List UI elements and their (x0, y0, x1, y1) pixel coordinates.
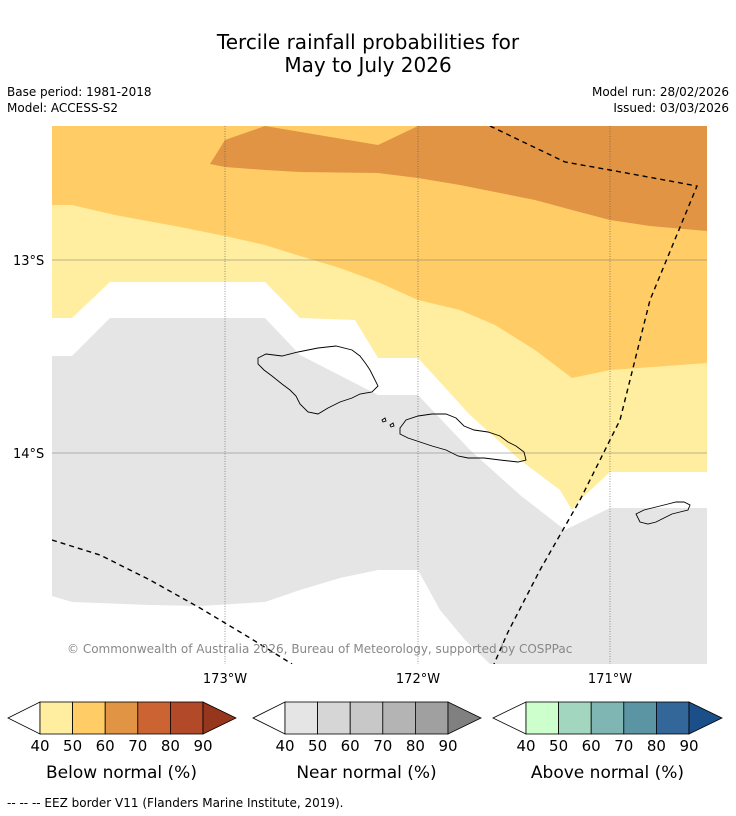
model-name: Model: ACCESS-S2 (7, 101, 119, 115)
title-line-2: May to July 2026 (284, 53, 452, 77)
colorbar-tick-label: 40 (30, 737, 49, 755)
colorbars: 40 50 60 70 80 90 Below normal (%) 40 50 60 70 80 90… (7, 701, 723, 783)
colorbar-extend-high (202, 701, 237, 735)
eez-legend-note: -- -- -- EEZ border V11 (Flanders Marine… (7, 796, 344, 810)
colorbar-extend-high (447, 701, 482, 735)
colorbar-segment (414, 701, 449, 735)
colorbar-segment (656, 701, 690, 735)
lat-label-13s: 13°S (13, 254, 44, 269)
colorbar-title: Below normal (%) (46, 763, 197, 783)
colorbar-tick-label: 80 (647, 737, 666, 755)
colorbar-extend-high (688, 701, 723, 735)
islands (257, 345, 691, 525)
colorbar-tick-label: 50 (63, 737, 82, 755)
colorbar-tick-label: 40 (275, 737, 294, 755)
colorbar-tick-label: 50 (549, 737, 568, 755)
colorbar-3: 40 50 60 70 80 90 Above normal (%) (492, 701, 723, 783)
colorbar-extend-low (7, 701, 41, 735)
title-line-1: Tercile rainfall probabilities for (216, 30, 520, 54)
colorbar-segment (317, 701, 351, 735)
lon-label-172w: 172°W (396, 672, 440, 687)
tutuila-island (635, 501, 691, 525)
lon-label-173w: 173°W (203, 672, 247, 687)
colorbar-segment (72, 701, 106, 735)
issued-date: Issued: 03/03/2026 (613, 101, 729, 115)
colorbar-title: Above normal (%) (531, 763, 684, 783)
map-title: Tercile rainfall probabilities for May t… (0, 31, 736, 77)
colorbar-segment (137, 701, 171, 735)
eez-borders (52, 126, 698, 664)
colorbar-segment (382, 701, 416, 735)
colorbar-segment (169, 701, 204, 735)
colorbar-segment (623, 701, 657, 735)
model-info: Base period: 1981-2018 Model: ACCESS-S2 (7, 84, 152, 116)
colorbar-segment (39, 701, 73, 735)
colorbar-segment (590, 701, 625, 735)
manono-islet (381, 417, 387, 423)
savaii-island (257, 345, 379, 415)
colorbar-tick-label: 40 (516, 737, 535, 755)
run-info: Model run: 28/02/2026 Issued: 03/03/2026 (592, 84, 729, 116)
below-normal-60-band (210, 126, 707, 231)
colorbar-extend-low (492, 701, 527, 735)
base-period: Base period: 1981-2018 (7, 85, 152, 99)
colorbar-segment (525, 701, 559, 735)
colorbar-tick-label: 70 (373, 737, 392, 755)
colorbar-tick-label: 90 (679, 737, 698, 755)
colorbar-tick-label: 60 (341, 737, 360, 755)
colorbar-extend-low (252, 701, 286, 735)
near-normal-region (52, 318, 707, 664)
colorbar-segment (349, 701, 384, 735)
graticule (52, 126, 707, 664)
colorbar-tick-label: 90 (438, 737, 457, 755)
map-frame (52, 126, 707, 664)
colorbar-segment (284, 701, 318, 735)
colorbar-title: Near normal (%) (296, 763, 436, 783)
eez-border-east (489, 126, 698, 664)
lat-label-14s: 14°S (13, 447, 44, 462)
apolima-islet (389, 422, 395, 428)
colorbar-segment (558, 701, 592, 735)
colorbar-tick-label: 70 (128, 737, 147, 755)
colorbar-tick-label: 60 (96, 737, 115, 755)
colorbar-1: 40 50 60 70 80 90 Below normal (%) (7, 701, 237, 783)
colorbar-tick-label: 50 (308, 737, 327, 755)
colorbar-tick-label: 70 (614, 737, 633, 755)
colorbar-tick-label: 80 (406, 737, 425, 755)
model-run: Model run: 28/02/2026 (591, 85, 729, 99)
colorbar-tick-label: 60 (582, 737, 601, 755)
lon-label-171w: 171°W (588, 672, 632, 687)
colorbar-tick-label: 90 (193, 737, 212, 755)
upolu-island (399, 413, 527, 463)
colorbar-tick-label: 80 (161, 737, 180, 755)
colorbar-segment (104, 701, 139, 735)
copyright-notice: © Commonwealth of Australia 2026, Bureau… (67, 642, 572, 656)
